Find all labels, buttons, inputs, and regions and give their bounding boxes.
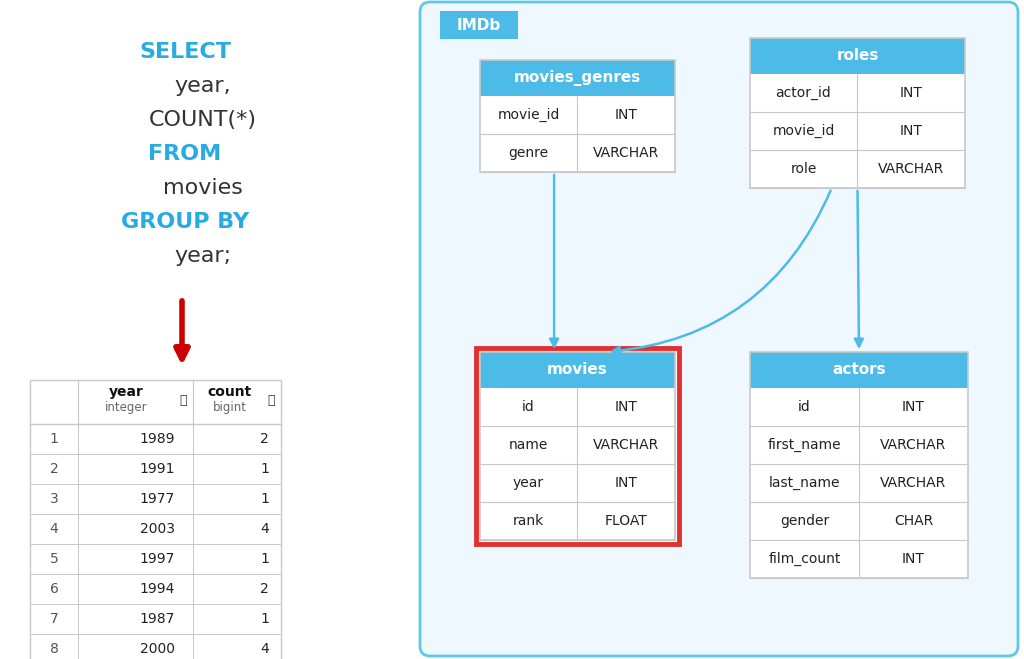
Bar (750, 388, 968, 426)
Text: 1994: 1994 (139, 582, 175, 596)
Text: 1: 1 (260, 612, 269, 626)
Text: VARCHAR: VARCHAR (881, 438, 946, 452)
Text: 4: 4 (260, 642, 269, 656)
Text: first_name: first_name (768, 438, 842, 452)
Bar (480, 60, 675, 172)
Text: 2003: 2003 (140, 522, 175, 536)
Bar (480, 352, 675, 540)
Text: roles: roles (837, 49, 879, 63)
Text: 2: 2 (260, 582, 269, 596)
Text: 🔒: 🔒 (267, 393, 274, 407)
Bar (750, 502, 968, 540)
Text: role: role (791, 162, 817, 176)
Text: VARCHAR: VARCHAR (878, 162, 944, 176)
Bar (750, 38, 965, 74)
Bar (750, 74, 965, 112)
Text: actor_id: actor_id (775, 86, 831, 100)
Bar (750, 464, 968, 502)
Text: FROM: FROM (148, 144, 221, 164)
Text: 8: 8 (49, 642, 58, 656)
Bar (480, 502, 675, 540)
Text: 6: 6 (49, 582, 58, 596)
Text: INT: INT (899, 124, 923, 138)
Text: movies: movies (547, 362, 608, 378)
Text: FLOAT: FLOAT (604, 514, 647, 528)
Text: 2: 2 (49, 462, 58, 476)
Text: COUNT(*): COUNT(*) (150, 110, 257, 130)
Text: name: name (509, 438, 548, 452)
Text: 2: 2 (260, 432, 269, 446)
Text: VARCHAR: VARCHAR (593, 146, 659, 160)
Text: INT: INT (614, 400, 637, 414)
Text: 5: 5 (49, 552, 58, 566)
Text: 1997: 1997 (139, 552, 175, 566)
Text: 4: 4 (49, 522, 58, 536)
Text: film_count: film_count (768, 552, 841, 566)
Text: CHAR: CHAR (894, 514, 933, 528)
Text: year,: year, (175, 76, 231, 96)
Text: 1991: 1991 (139, 462, 175, 476)
Bar (750, 150, 965, 188)
Bar (440, 11, 518, 39)
Text: 1: 1 (260, 462, 269, 476)
Text: VARCHAR: VARCHAR (881, 476, 946, 490)
Text: IMDb: IMDb (457, 18, 501, 32)
Text: 1: 1 (49, 432, 58, 446)
Text: id: id (522, 400, 535, 414)
Text: 1977: 1977 (139, 492, 175, 506)
Text: movies_genres: movies_genres (514, 70, 641, 86)
Text: actors: actors (833, 362, 886, 378)
Text: INT: INT (899, 86, 923, 100)
Text: genre: genre (509, 146, 549, 160)
Bar (480, 60, 675, 96)
Text: 1: 1 (260, 552, 269, 566)
Text: 1987: 1987 (139, 612, 175, 626)
Text: year;: year; (174, 246, 231, 266)
Bar (750, 112, 965, 150)
Text: gender: gender (780, 514, 829, 528)
Text: 1989: 1989 (139, 432, 175, 446)
Text: movie_id: movie_id (772, 124, 835, 138)
Bar (750, 352, 968, 388)
Text: year: year (109, 385, 143, 399)
FancyBboxPatch shape (420, 2, 1018, 656)
Text: SELECT: SELECT (139, 42, 231, 62)
Text: movie_id: movie_id (498, 108, 560, 122)
Bar (480, 352, 675, 388)
Text: 2000: 2000 (140, 642, 175, 656)
Text: INT: INT (902, 552, 925, 566)
Text: GROUP BY: GROUP BY (121, 212, 249, 232)
Text: 3: 3 (49, 492, 58, 506)
Text: rank: rank (513, 514, 544, 528)
Bar (750, 38, 965, 188)
Bar (480, 96, 675, 134)
Text: 1: 1 (260, 492, 269, 506)
Text: INT: INT (902, 400, 925, 414)
Text: id: id (798, 400, 811, 414)
Text: count: count (208, 385, 252, 399)
Bar (750, 426, 968, 464)
Bar (480, 464, 675, 502)
Bar (750, 352, 968, 578)
Bar (480, 134, 675, 172)
Text: 4: 4 (260, 522, 269, 536)
Bar (750, 540, 968, 578)
Text: last_name: last_name (769, 476, 841, 490)
Bar (476, 348, 679, 544)
Text: movies: movies (163, 178, 243, 198)
Text: INT: INT (614, 108, 637, 122)
Bar (480, 426, 675, 464)
Bar (480, 388, 675, 426)
Text: integer: integer (105, 401, 147, 415)
Bar (30, 380, 281, 659)
Text: 7: 7 (49, 612, 58, 626)
Text: INT: INT (614, 476, 637, 490)
Text: 🔒: 🔒 (179, 393, 186, 407)
Text: bigint: bigint (213, 401, 247, 415)
Text: VARCHAR: VARCHAR (593, 438, 659, 452)
Text: year: year (513, 476, 544, 490)
